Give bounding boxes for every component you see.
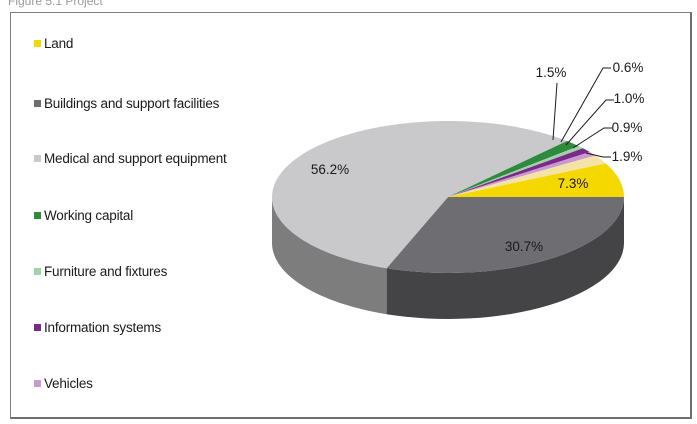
legend-label: Working capital bbox=[44, 208, 134, 223]
legend-swatch bbox=[34, 100, 41, 107]
slice-information-systems bbox=[448, 148, 590, 197]
data-label-other: 1.9% bbox=[612, 149, 643, 164]
legend-swatch bbox=[34, 155, 41, 162]
data-label-furniture: 0.6% bbox=[613, 60, 644, 75]
legend-swatch bbox=[34, 40, 41, 47]
leader-line bbox=[572, 127, 612, 149]
figure-caption-fragment: Figure 5.1 Project bbox=[8, 0, 103, 8]
legend-label: Furniture and fixtures bbox=[44, 264, 168, 279]
slice-buildings bbox=[386, 197, 624, 273]
legend-swatch bbox=[34, 324, 41, 331]
legend-swatch bbox=[34, 380, 41, 387]
leader-line bbox=[552, 82, 558, 141]
slice-buildings-side bbox=[386, 197, 624, 320]
slice-vehicles bbox=[448, 151, 596, 197]
legend-label: Buildings and support facilities bbox=[44, 96, 220, 111]
slice-medical-equipment bbox=[272, 121, 567, 269]
data-label-vehicles: 0.9% bbox=[612, 120, 643, 135]
data-label-land: 7.3% bbox=[558, 176, 589, 191]
legend-swatch bbox=[34, 268, 41, 275]
data-label-working-capital: 1.5% bbox=[536, 65, 567, 80]
data-label-medical: 56.2% bbox=[311, 162, 349, 177]
slice-other bbox=[448, 155, 606, 197]
slice-medical-equipment-side bbox=[272, 197, 387, 315]
leader-line bbox=[565, 99, 614, 146]
legend-label: Information systems bbox=[44, 320, 161, 335]
leader-line bbox=[560, 67, 611, 143]
slice-land bbox=[448, 163, 624, 197]
legend-label: Vehicles bbox=[44, 376, 93, 391]
legend-label: Medical and support equipment bbox=[44, 151, 227, 166]
slice-working-capital bbox=[448, 140, 579, 197]
data-label-information-systems: 1.0% bbox=[614, 91, 645, 106]
legend-swatch bbox=[34, 212, 41, 219]
legend-label: Land bbox=[44, 36, 74, 51]
slice-furniture bbox=[448, 146, 583, 197]
data-label-buildings: 30.7% bbox=[505, 239, 543, 254]
leader-line bbox=[585, 152, 611, 158]
